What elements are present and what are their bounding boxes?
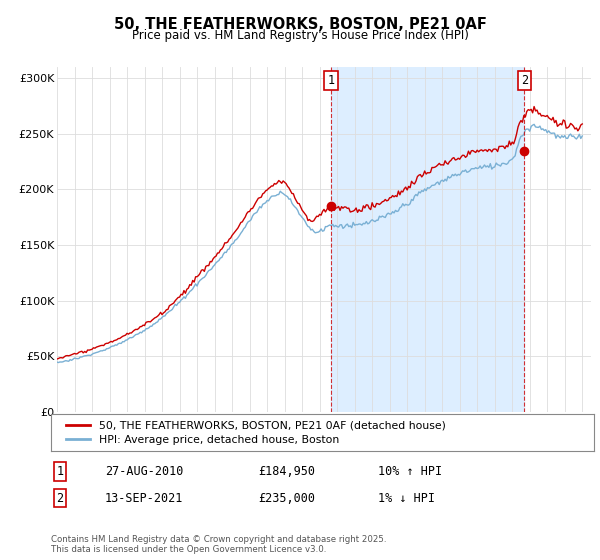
Text: 2: 2 bbox=[521, 74, 528, 87]
Text: 50, THE FEATHERWORKS, BOSTON, PE21 0AF: 50, THE FEATHERWORKS, BOSTON, PE21 0AF bbox=[113, 17, 487, 32]
Bar bbox=[331, 67, 524, 412]
Text: 10% ↑ HPI: 10% ↑ HPI bbox=[378, 465, 442, 478]
Text: Price paid vs. HM Land Registry's House Price Index (HPI): Price paid vs. HM Land Registry's House … bbox=[131, 29, 469, 42]
Text: 1: 1 bbox=[56, 465, 64, 478]
Text: Contains HM Land Registry data © Crown copyright and database right 2025.
This d: Contains HM Land Registry data © Crown c… bbox=[51, 535, 386, 554]
Legend: 50, THE FEATHERWORKS, BOSTON, PE21 0AF (detached house), HPI: Average price, det: 50, THE FEATHERWORKS, BOSTON, PE21 0AF (… bbox=[62, 416, 450, 449]
Text: 2: 2 bbox=[56, 492, 64, 505]
Text: 13-SEP-2021: 13-SEP-2021 bbox=[105, 492, 184, 505]
Text: £235,000: £235,000 bbox=[258, 492, 315, 505]
Text: £184,950: £184,950 bbox=[258, 465, 315, 478]
Text: 1% ↓ HPI: 1% ↓ HPI bbox=[378, 492, 435, 505]
Text: 1: 1 bbox=[328, 74, 335, 87]
Text: 27-AUG-2010: 27-AUG-2010 bbox=[105, 465, 184, 478]
